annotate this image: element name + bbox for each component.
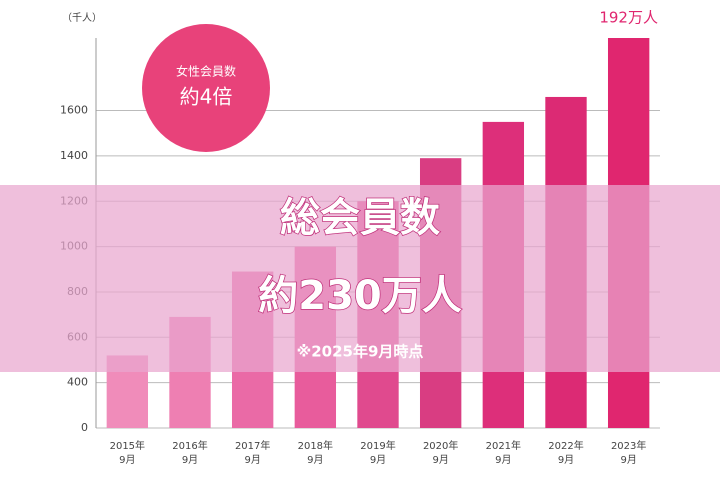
- x-tick-label: 2018年 9月: [298, 439, 333, 466]
- x-tick-label: 2017年 9月: [235, 439, 270, 466]
- y-tick-label: 1400: [60, 149, 88, 162]
- badge-line1: 女性会員数: [176, 64, 236, 79]
- x-tick-label: 2016年 9月: [172, 439, 207, 466]
- overlay-title: 総会員数: [280, 195, 440, 241]
- y-tick-label: 0: [81, 421, 88, 434]
- badge: [142, 24, 270, 152]
- overlay-note: ※2025年9月時点: [297, 343, 424, 361]
- x-tick-label: 2022年 9月: [548, 439, 583, 466]
- badge-line2: 約4倍: [180, 85, 233, 109]
- unit-label: （千人）: [62, 12, 102, 24]
- overlay-band: [0, 185, 720, 372]
- x-tick-label: 2023年 9月: [611, 439, 646, 466]
- x-tick-label: 2015年 9月: [110, 439, 145, 466]
- y-tick-label: 1600: [60, 104, 88, 117]
- data-label: 192万人: [599, 9, 658, 27]
- x-tick-label: 2020年 9月: [423, 439, 458, 466]
- overlay-value: 約230万人: [258, 273, 462, 319]
- x-tick-label: 2019年 9月: [360, 439, 395, 466]
- x-tick-label: 2021年 9月: [486, 439, 521, 466]
- y-tick-label: 400: [67, 376, 88, 389]
